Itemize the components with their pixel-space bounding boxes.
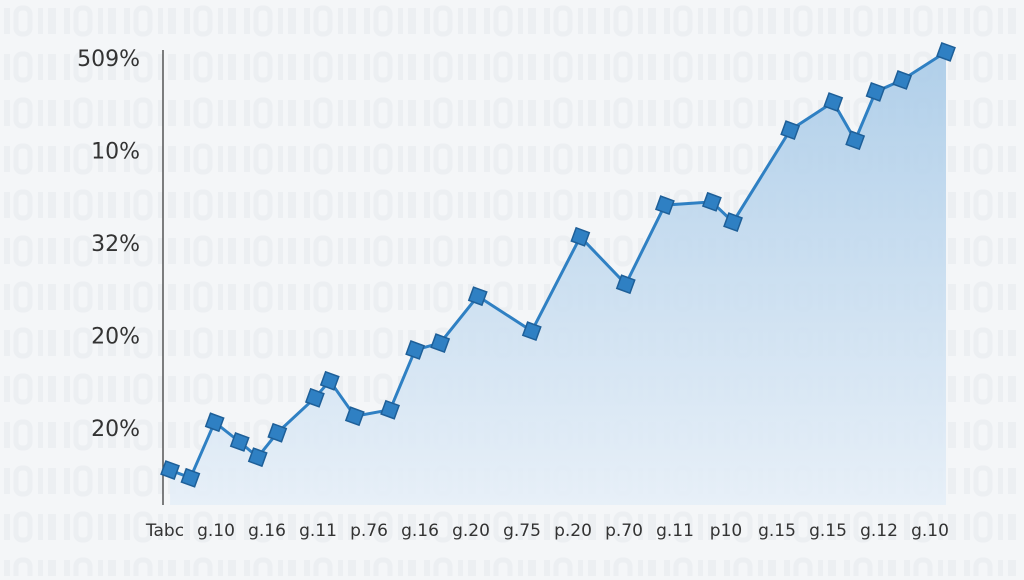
y-tick-label: 32%: [91, 232, 140, 257]
marker: [304, 387, 325, 408]
marker: [823, 92, 844, 112]
marker: [430, 333, 451, 354]
marker: [845, 130, 866, 151]
y-tick-label: 10%: [91, 140, 140, 165]
x-tick-label: p10: [710, 521, 742, 541]
x-tick-label: g.16: [248, 521, 286, 541]
x-tick-label: g.10: [911, 521, 949, 541]
x-tick-label: g.11: [656, 521, 694, 541]
marker: [701, 191, 722, 212]
x-tick-label: p.70: [605, 521, 643, 541]
x-tick-label: g.12: [860, 521, 898, 541]
marker: [160, 460, 180, 480]
x-tick-label: g.10: [197, 521, 235, 541]
marker: [319, 370, 340, 391]
area: [170, 51, 946, 506]
marker: [615, 274, 636, 295]
marker: [405, 340, 426, 360]
marker: [467, 286, 488, 307]
marker: [723, 212, 743, 233]
marker: [267, 422, 288, 443]
marker: [229, 432, 250, 452]
x-tick-label: g.15: [809, 521, 847, 541]
marker: [865, 81, 886, 102]
marker: [780, 120, 801, 141]
y-tick-label: 509%: [77, 47, 140, 72]
x-tick-label: Tabc: [145, 521, 184, 541]
marker: [247, 447, 268, 468]
x-tick-label: p.76: [350, 521, 388, 541]
marker: [521, 321, 542, 342]
marker: [654, 195, 675, 216]
x-tick-label: g.75: [503, 521, 541, 541]
marker: [892, 70, 913, 90]
y-tick-label: 20%: [91, 325, 140, 350]
x-tick-label: g.11: [299, 521, 337, 541]
marker: [204, 412, 225, 433]
x-tick-label: p.20: [554, 521, 592, 541]
x-tick-label: g.15: [758, 521, 796, 541]
y-tick-label: 20%: [91, 417, 140, 442]
x-tick-label: g.20: [452, 521, 490, 541]
x-tick-label: g.16: [401, 521, 439, 541]
marker: [344, 406, 365, 427]
marker: [570, 226, 591, 247]
marker: [180, 467, 201, 488]
marker: [936, 41, 956, 62]
marker: [380, 399, 401, 420]
